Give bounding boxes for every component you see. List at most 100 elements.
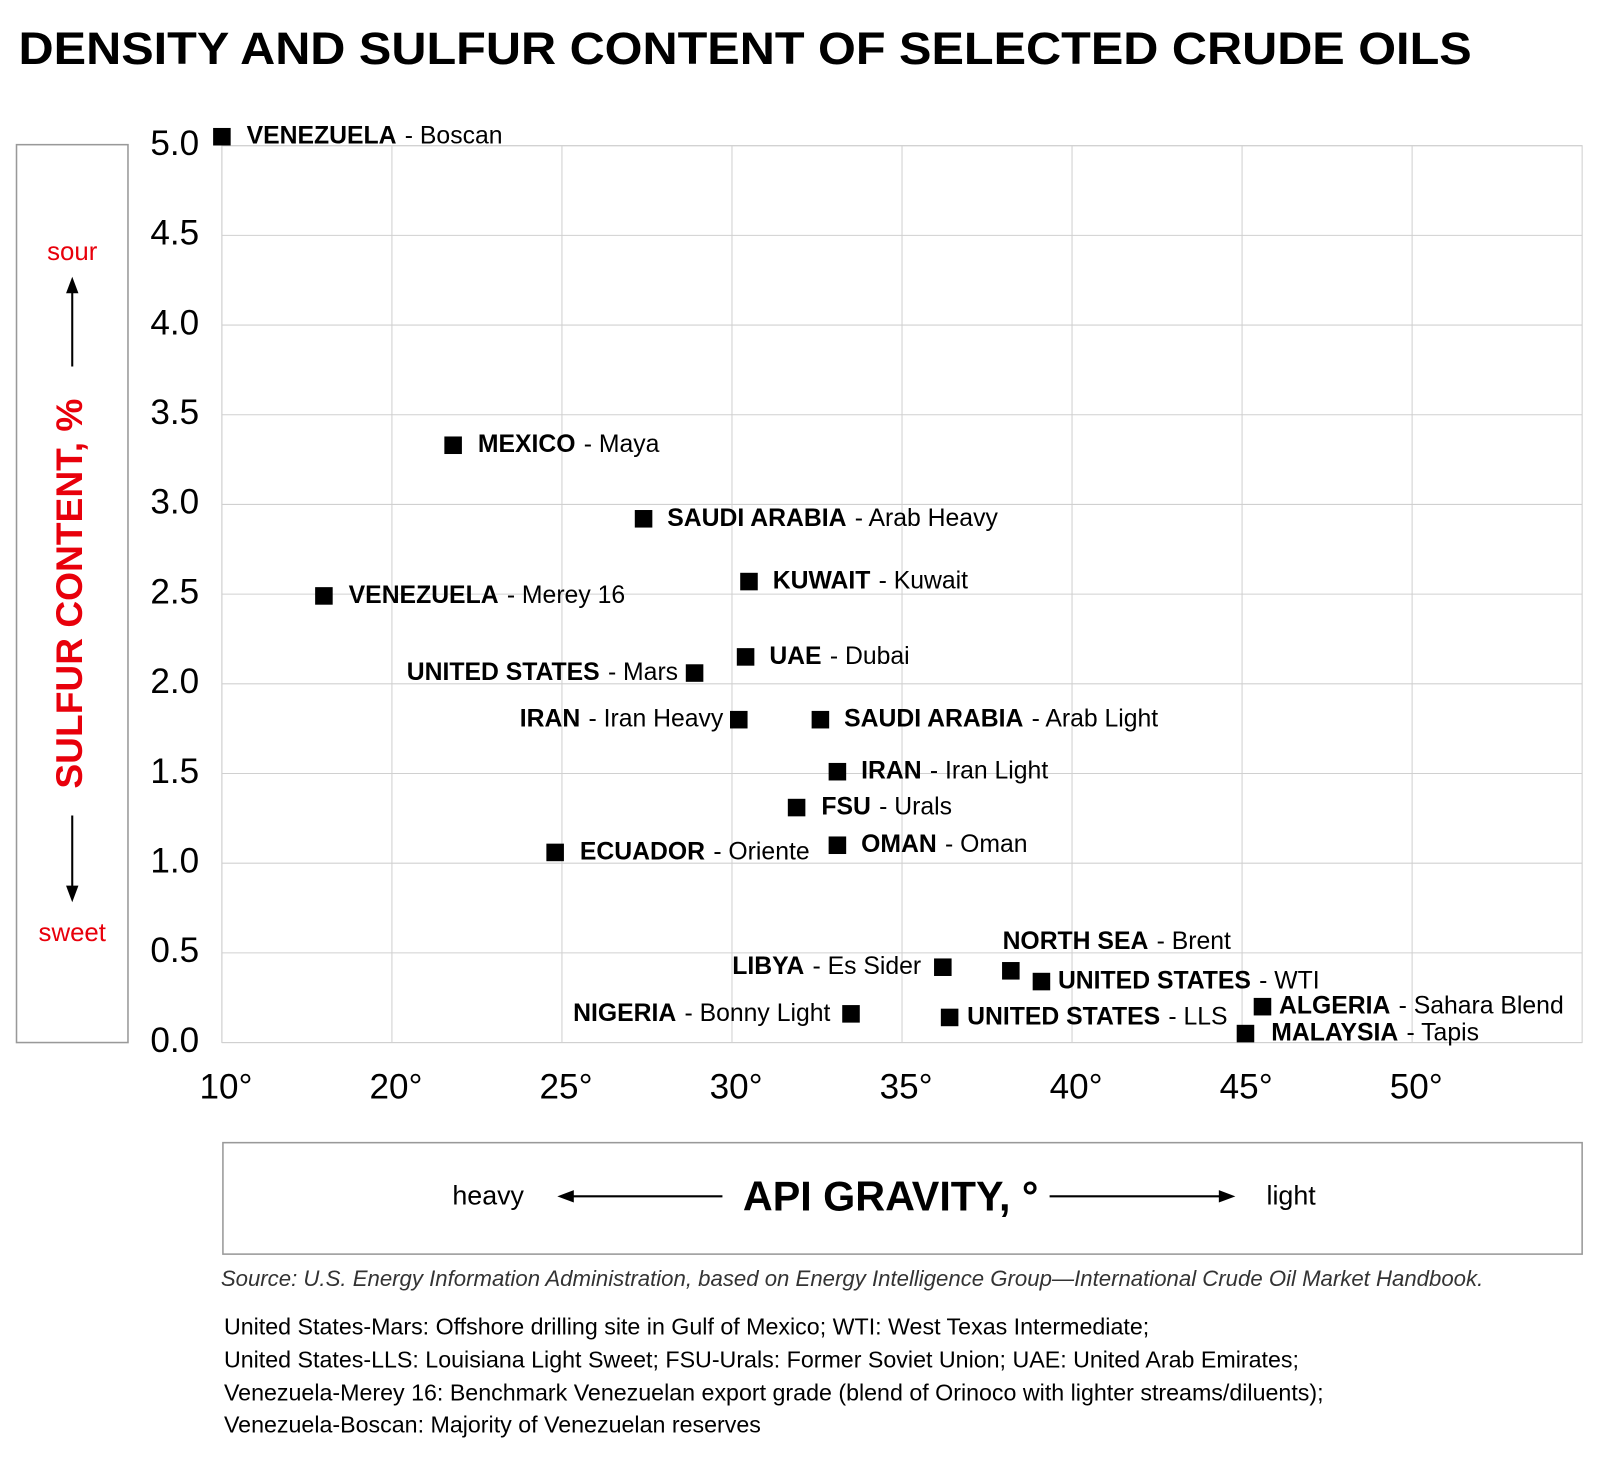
point — [811, 710, 830, 729]
point-grade: - WTI — [1259, 967, 1319, 994]
point-label: NIGERIA - Bonny Light — [573, 999, 830, 1026]
point-country: VENEZUELA — [349, 581, 499, 608]
y-tick-label: 4.5 — [150, 214, 199, 253]
note: Venezuela-Boscan: Majority of Venezuelan… — [224, 1412, 761, 1438]
point-label: IRAN - Iran Light — [861, 757, 1048, 784]
point — [1253, 997, 1272, 1016]
point-label: VENEZUELA - Merey 16 — [349, 581, 625, 608]
y-tick-label: 0.0 — [150, 1021, 199, 1060]
y-tick-label: 2.0 — [150, 662, 199, 701]
source: Source: U.S. Energy Information Administ… — [221, 1266, 1483, 1291]
point-grade: - Urals — [879, 793, 952, 820]
arrow-head — [557, 1190, 574, 1203]
x-tick-label: 45° — [1220, 1067, 1273, 1106]
plot-border — [221, 145, 1583, 1044]
arrow-head — [66, 885, 79, 903]
point-country: NIGERIA — [573, 999, 676, 1026]
x-tick-label: 25° — [540, 1067, 593, 1106]
note: United States-Mars: Offshore drilling si… — [224, 1314, 1149, 1340]
point-label: KUWAIT - Kuwait — [773, 567, 968, 594]
y-label-box — [15, 143, 129, 1044]
point-grade: - Brent — [1157, 927, 1231, 954]
point-country: UNITED STATES — [967, 1003, 1160, 1030]
point-country: LIBYA — [732, 953, 804, 980]
point-country: SAUDI ARABIA — [667, 504, 846, 531]
point-label: UNITED STATES - LLS — [967, 1003, 1227, 1030]
note: United States-LLS: Louisiana Light Sweet… — [224, 1347, 1299, 1373]
point — [634, 510, 653, 528]
point-label: SAUDI ARABIA - Arab Light — [844, 705, 1158, 732]
point-country: ALGERIA — [1279, 992, 1391, 1019]
point-grade: - Oriente — [713, 838, 809, 865]
point-country: IRAN — [861, 757, 922, 784]
point — [1002, 962, 1020, 980]
point — [828, 836, 847, 855]
y-axis-title: SULFUR CONTENT, % — [48, 399, 90, 789]
point-label: VENEZUELA - Boscan — [247, 122, 503, 149]
point — [685, 664, 704, 682]
point-grade: - Arab Light — [1032, 705, 1159, 732]
point-country: NORTH SEA — [1003, 927, 1149, 954]
point — [730, 710, 748, 729]
point-grade: - Iran Heavy — [589, 705, 724, 732]
y-tick-label: 5.0 — [150, 124, 199, 163]
point-country: IRAN — [520, 705, 581, 732]
x-left-note: heavy — [452, 1180, 524, 1210]
point-country: MALAYSIA — [1271, 1019, 1398, 1046]
x-tick-label: 40° — [1050, 1067, 1103, 1106]
point-grade: - Boscan — [405, 122, 503, 149]
point-grade: - Tapis — [1407, 1019, 1479, 1046]
point-country: UNITED STATES — [1058, 967, 1251, 994]
point-grade: - LLS — [1168, 1003, 1227, 1030]
point — [1032, 972, 1051, 991]
point-label: NORTH SEA - Brent — [1003, 927, 1231, 954]
point — [1236, 1024, 1255, 1043]
point-grade: - Kuwait — [879, 567, 969, 594]
point-label: UAE - Dubai — [769, 642, 909, 669]
point-grade: - Merey 16 — [507, 581, 625, 608]
note: Venezuela-Merey 16: Benchmark Venezuelan… — [224, 1380, 1324, 1406]
arrow-head — [1218, 1190, 1236, 1203]
y-tick-label: 4.0 — [150, 303, 199, 342]
point-grade: - Sahara Blend — [1399, 992, 1564, 1019]
x-tick-label: 30° — [710, 1067, 763, 1106]
point — [213, 127, 231, 146]
point-label: IRAN - Iran Heavy — [520, 705, 724, 732]
point — [444, 436, 462, 455]
y-tick-label: 3.0 — [150, 483, 199, 522]
point — [740, 572, 758, 591]
point-label: MEXICO - Maya — [478, 431, 660, 458]
x-axis-title: API GRAVITY, ° — [743, 1173, 1038, 1219]
point — [315, 587, 333, 605]
point-grade: - Arab Heavy — [855, 504, 999, 531]
point-label: ALGERIA - Sahara Blend — [1279, 992, 1564, 1019]
point-label: ECUADOR - Oriente — [580, 838, 810, 865]
y-tick-label: 3.5 — [150, 393, 199, 432]
y-tick-label: 2.5 — [150, 572, 199, 611]
point-country: SAUDI ARABIA — [844, 705, 1023, 732]
point-country: UNITED STATES — [407, 659, 600, 686]
point-grade: - Iran Light — [930, 757, 1048, 784]
point — [546, 843, 564, 862]
x-tick-label: 35° — [880, 1067, 933, 1106]
x-right-note: light — [1266, 1180, 1316, 1210]
point — [934, 958, 952, 976]
x-tick-label: 50° — [1390, 1067, 1443, 1106]
point-grade: - Maya — [584, 431, 660, 458]
point-label: FSU - Urals — [821, 793, 952, 820]
point-label: SAUDI ARABIA - Arab Heavy — [667, 504, 998, 531]
point-grade: - Dubai — [830, 642, 910, 669]
point-label: UNITED STATES - Mars — [407, 659, 678, 686]
point-grade: - Bonny Light — [685, 999, 831, 1026]
arrow-head — [66, 276, 79, 294]
y-top-note: sour — [47, 238, 98, 266]
point-label: OMAN - Oman — [861, 831, 1027, 858]
point-label: UNITED STATES - WTI — [1058, 967, 1320, 994]
point-country: OMAN — [861, 831, 937, 858]
x-tick-label: 20° — [370, 1067, 423, 1106]
point-country: ECUADOR — [580, 838, 705, 865]
y-bottom-note: sweet — [39, 919, 106, 947]
point-country: KUWAIT — [773, 567, 871, 594]
